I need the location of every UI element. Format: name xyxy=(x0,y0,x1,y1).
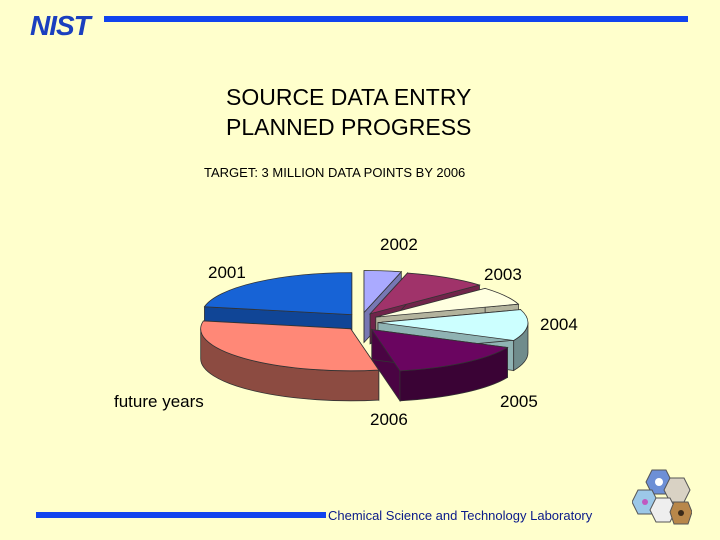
pie-slice-2006 xyxy=(370,328,509,403)
slice-top xyxy=(200,320,380,372)
slice-top xyxy=(363,270,403,314)
slice-top xyxy=(377,309,529,341)
label-2003: 2003 xyxy=(484,265,522,284)
slice-top xyxy=(368,272,481,315)
label-2006: 2006 xyxy=(370,410,408,429)
lab-emblem-icon xyxy=(632,469,692,525)
top-rule xyxy=(104,16,688,22)
title-line-2: PLANNED PROGRESS xyxy=(226,114,472,140)
title-line-1: SOURCE DATA ENTRY xyxy=(226,84,472,110)
slice-top xyxy=(203,272,353,316)
chart-subtitle: TARGET: 3 MILLION DATA POINTS BY 2006 xyxy=(204,165,466,180)
footer-text: Chemical Science and Technology Laborato… xyxy=(328,508,593,523)
label-2001: 2001 xyxy=(208,263,246,282)
label-2002: 2002 xyxy=(380,235,418,254)
label-2005: 2005 xyxy=(500,392,538,411)
pie-slice-future-years xyxy=(200,320,380,402)
chart-title: SOURCE DATA ENTRY PLANNED PROGRESS xyxy=(226,82,471,142)
slice-top xyxy=(375,287,520,318)
slice-top xyxy=(370,329,509,372)
label-2004: 2004 xyxy=(540,315,578,334)
nist-logo: NIST xyxy=(30,10,91,41)
bottom-rule xyxy=(36,512,326,518)
label-future-years: future years xyxy=(114,392,204,411)
